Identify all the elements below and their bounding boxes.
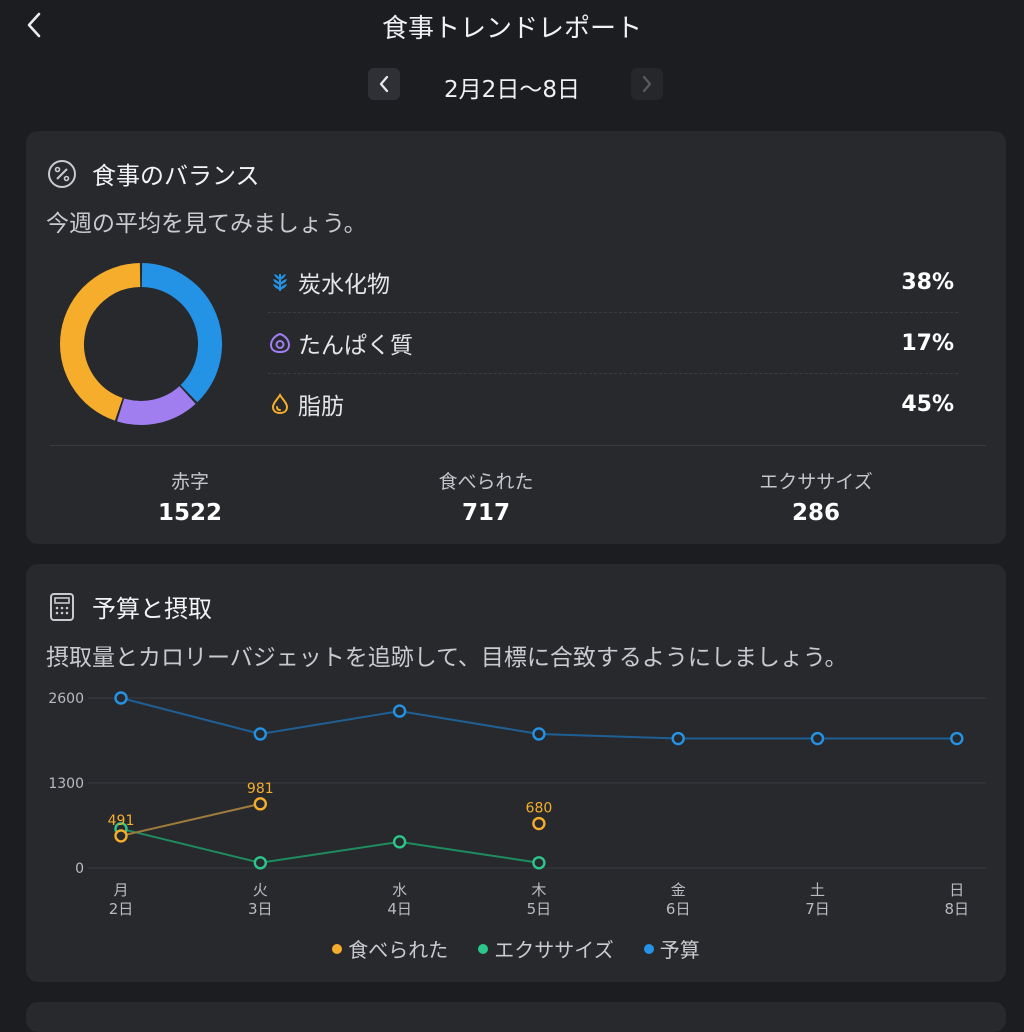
y-tick-label: 2600 [48,691,84,707]
next-card-partial [26,1002,1006,1032]
wheat-icon [268,270,292,294]
x-tick-weekday: 土 [810,881,825,899]
stat-exercise: エクササイズ 286 [716,467,916,526]
budget-intake-chart: 2600 1300 0 月2日 火3日 水4日 木5日 金6日 土7日 日8日 491 981 680 [48,691,986,918]
y-tick-label: 0 [75,861,84,877]
legend-item: 予算 [643,934,700,963]
donut-slice [141,263,222,403]
card-subtitle: 今週の平均を見てみましょう。 [46,211,367,237]
data-point [950,731,964,746]
date-range-nav: 2月2日〜8日 [0,66,1024,103]
stat-label: 食べられた [438,471,534,493]
macro-percent: 38% [901,269,954,295]
x-tick-date: 5日 [527,900,552,918]
prev-week-button[interactable] [368,68,400,100]
card-title: 食事のバランス [92,162,260,190]
x-tick-date: 6日 [666,900,691,918]
legend-item: 食べられた [332,934,448,963]
x-tick-date: 2日 [109,900,134,918]
macro-percent: 17% [901,330,954,356]
stat-deficit: 赤字 1522 [90,467,290,526]
x-tick-weekday: 月 [113,881,128,899]
x-tick-date: 8日 [945,900,970,918]
legend-dot [643,943,654,954]
macro-label: 炭水化物 [298,272,390,298]
stat-label: エクササイズ [759,471,873,493]
droplet-icon [268,392,292,416]
macro-row-fat: 脂肪 45% [268,374,958,434]
legend-label: 予算 [659,938,700,962]
stat-label: 赤字 [170,471,209,493]
x-tick-weekday: 水 [392,881,407,899]
macro-row-protein: たんぱく質 17% [268,313,958,373]
page-title: 食事トレンドレポート [381,14,642,44]
chevron-left-icon [379,75,389,93]
data-label: 981 [247,781,274,797]
chevron-left-icon [27,12,41,38]
x-tick-weekday: 金 [671,881,686,899]
x-tick-date: 3日 [248,900,273,918]
stat-value: 717 [461,500,510,526]
next-week-button[interactable] [631,68,663,100]
legend-dot [332,943,343,954]
legend-item: エクササイズ [478,934,614,963]
chart-legend: 食べられた エクササイズ 予算 [26,934,1006,963]
card-title: 予算と摂取 [92,595,212,623]
data-point [392,704,407,718]
donut-slice [117,385,196,425]
data-label: 491 [108,813,135,829]
stat-value: 286 [791,500,840,526]
data-point [532,727,546,741]
egg-icon [268,331,292,355]
data-point [810,731,825,746]
date-range-label: 2月2日〜8日 [444,77,580,103]
data-point [114,691,128,705]
app-header: 食事トレンドレポート [0,0,1024,50]
meal-balance-card: 食事のバランス 今週の平均を見てみましょう。 炭水化物 38% たんぱく質 17… [26,131,1006,544]
series-line [121,804,539,836]
legend-label: エクササイズ [494,938,614,962]
data-point [253,727,268,741]
data-point [114,829,128,843]
x-tick-weekday: 木 [531,881,546,899]
divider [50,445,986,446]
y-tick-label: 1300 [48,776,84,792]
calculator-icon [46,591,78,623]
budget-intake-card: 予算と摂取 摂取量とカロリーバジェットを追跡して、目標に合致するようにしましょう… [26,564,1006,982]
stat-value: 1522 [157,500,222,526]
x-tick-weekday: 日 [949,881,964,899]
chevron-right-icon [642,75,652,93]
data-point [532,816,546,831]
data-point [671,731,685,746]
macro-row-carbs: 炭水化物 38% [268,252,958,312]
card-subtitle: 摂取量とカロリーバジェットを追跡して、目標に合致するようにしましょう。 [46,645,848,671]
stat-eaten: 食べられた 717 [386,467,586,526]
percent-icon [46,158,78,190]
macro-label: 脂肪 [298,394,344,420]
x-tick-date: 7日 [805,900,830,918]
x-tick-weekday: 火 [253,881,268,899]
macro-donut-chart [60,263,222,425]
series-line [120,827,540,864]
data-point [532,856,546,870]
legend-dot [478,943,489,954]
data-label: 680 [526,801,553,817]
x-tick-date: 4日 [387,900,412,918]
macro-percent: 45% [901,391,954,417]
divider [268,312,958,313]
donut-slice [60,263,141,421]
legend-label: 食べられた [348,938,449,962]
macro-label: たんぱく質 [298,333,413,359]
data-point [253,797,268,811]
back-button[interactable] [20,8,48,42]
divider [268,373,958,374]
data-point [253,856,268,870]
data-point [392,835,407,849]
